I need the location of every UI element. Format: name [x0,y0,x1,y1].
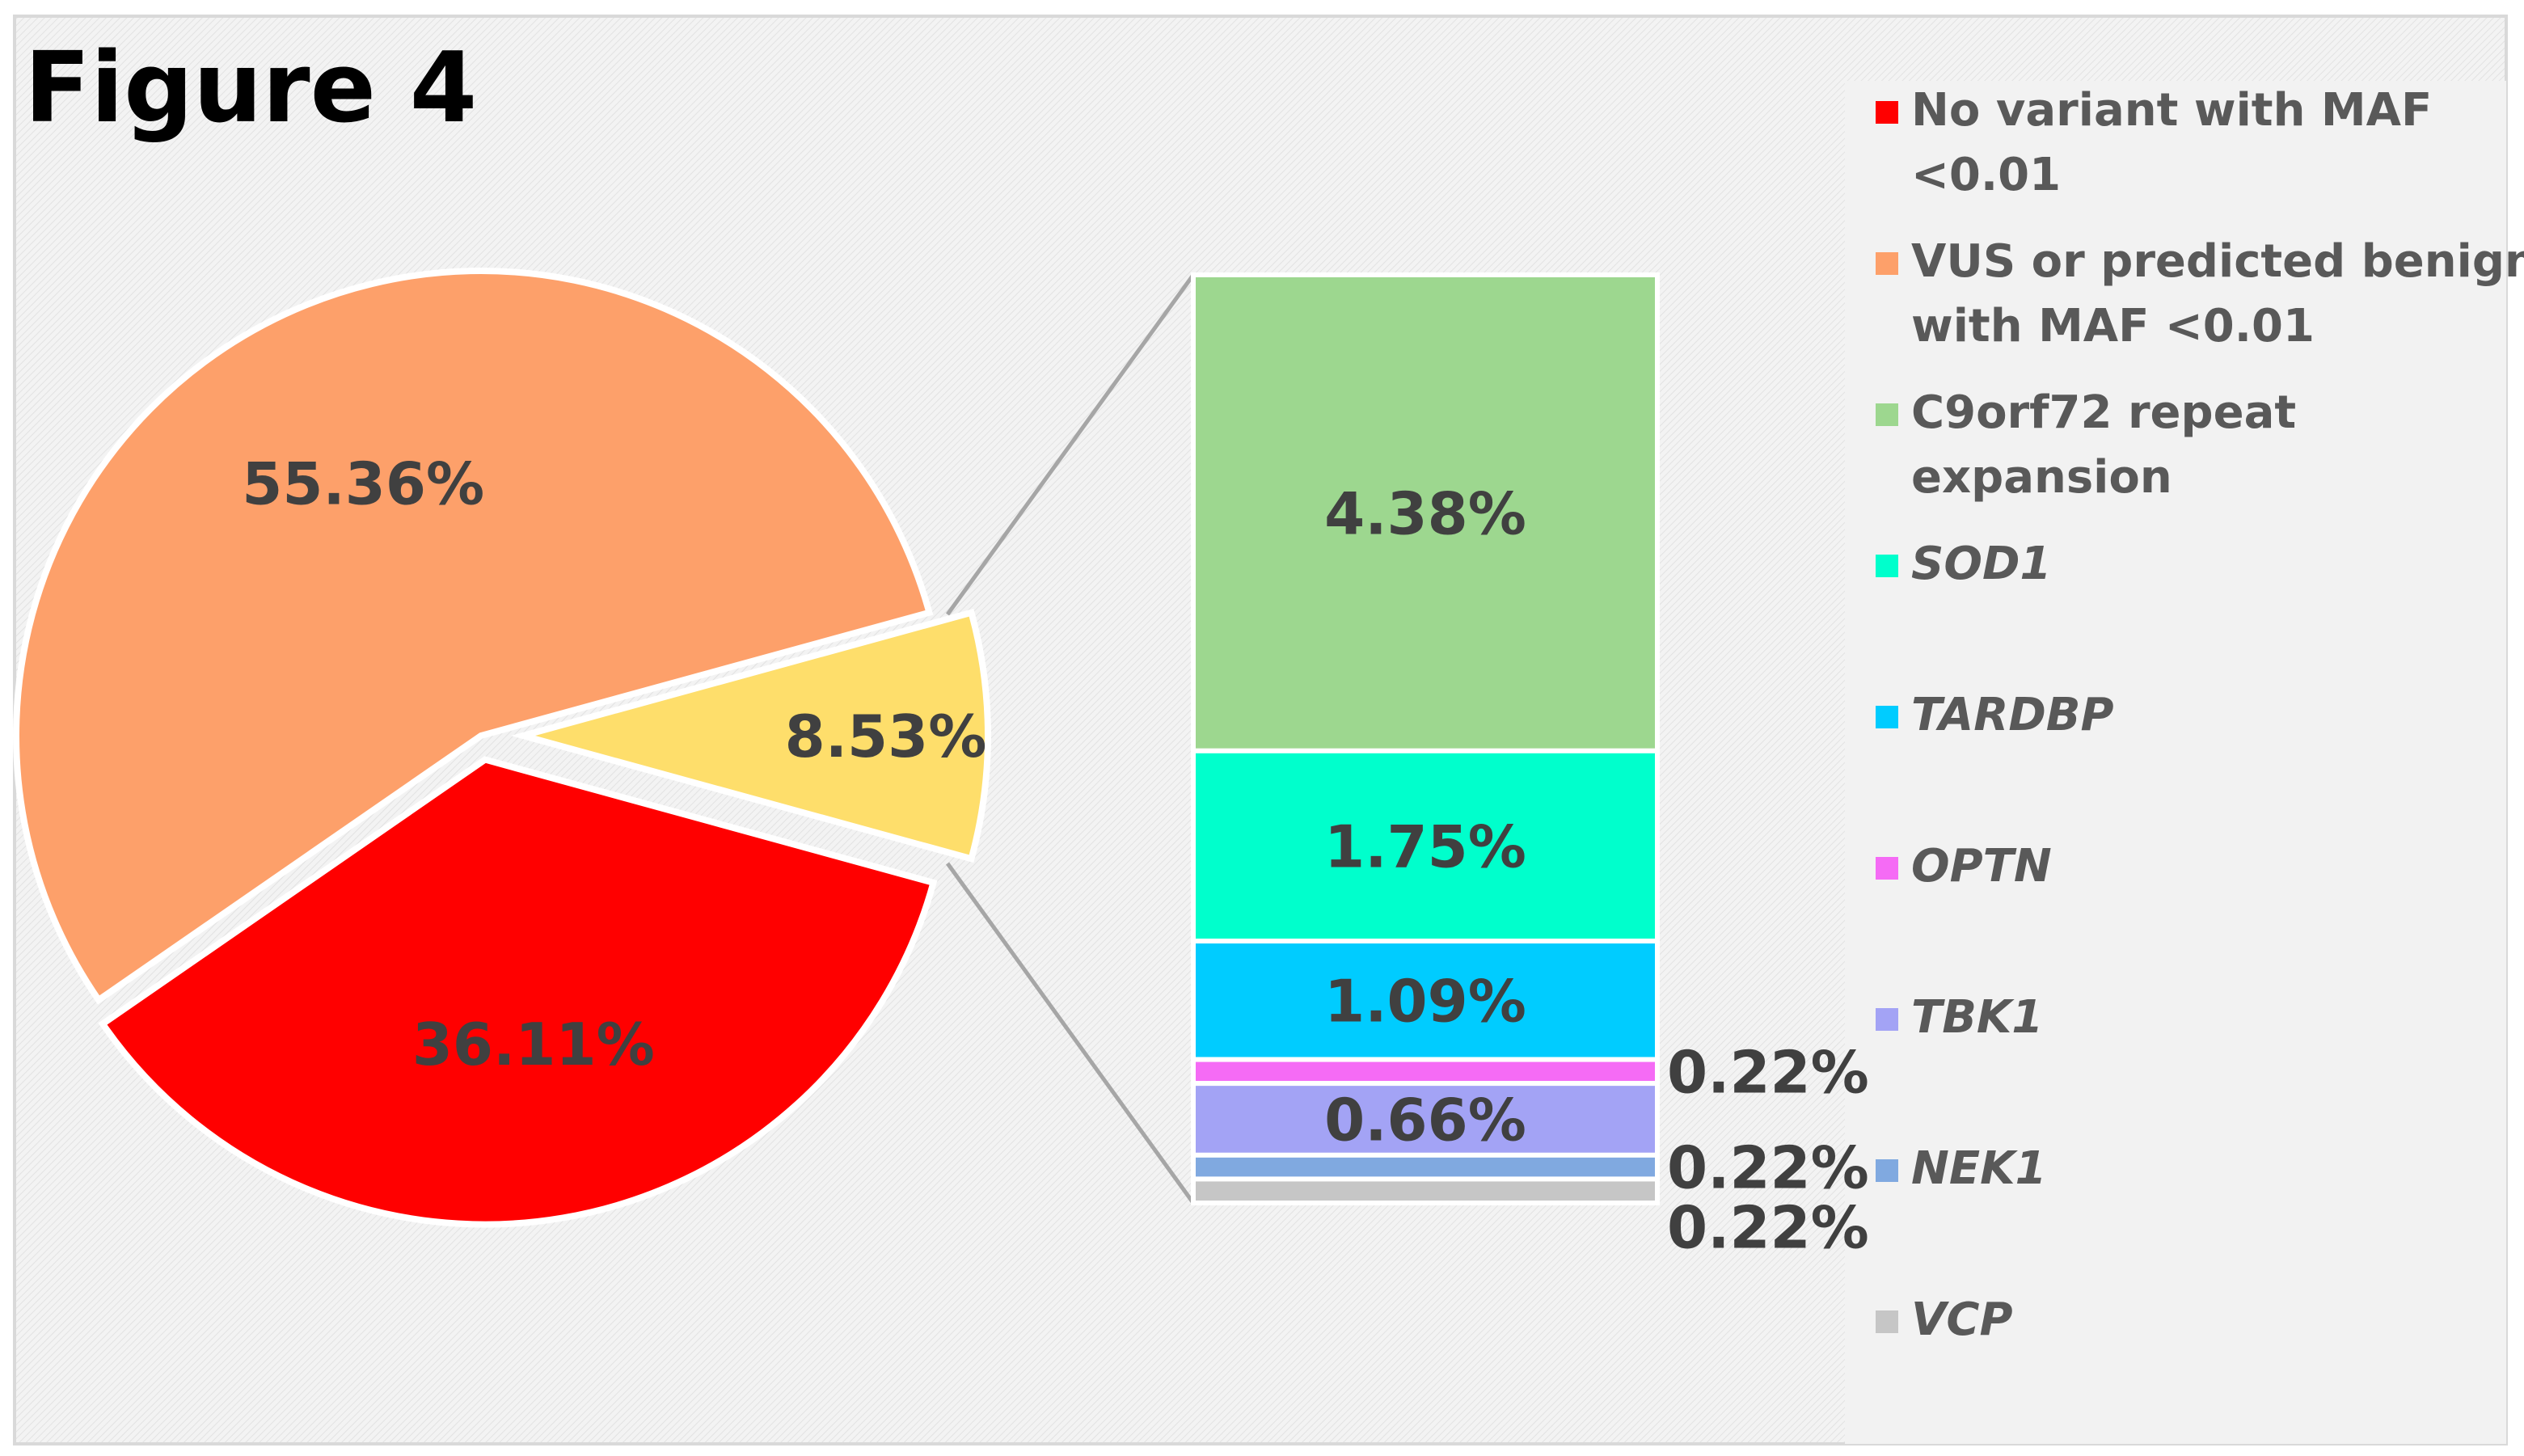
bar-label-c9orf72: 4.38% [1324,479,1526,547]
bar-segment-optn [1191,1057,1660,1087]
bar-label-optn: 0.22% [1667,1038,1869,1106]
legend-label-no_variant: <0.01 [1911,149,2061,201]
legend-label-no_variant: No variant with MAF [1911,84,2432,137]
pie-label-vus: 55.36% [242,449,484,517]
legend-label-tbk1: TBK1 [1911,991,2043,1044]
connector-line-top [945,273,1196,616]
legend-label-nek1: NEK1 [1911,1142,2046,1195]
pie-label-no_variant: 36.11% [412,1011,655,1078]
bar-label-sod1: 1.75% [1324,812,1526,880]
legend-label-vcp: VCP [1911,1294,2012,1346]
bar-segment-tbk1 [1191,1081,1660,1158]
legend-swatch-tardbp [1876,706,1898,728]
pie-label-other: 8.53% [785,703,987,770]
legend-label-vus: with MAF <0.01 [1911,300,2315,352]
pie-slice-no_variant [98,756,938,1228]
legend-swatch-nek1 [1876,1159,1898,1182]
legend-label-optn: OPTN [1911,840,2052,893]
legend-swatch-vus [1876,252,1898,275]
figure-title: Figure 4 [24,32,477,145]
bar-label-vcp: 0.22% [1667,1194,1869,1262]
bar-label-tbk1: 0.66% [1324,1086,1526,1154]
legend-panel [1845,81,2506,1444]
bar-segment-vcp [1191,1176,1660,1206]
legend-swatch-sod1 [1876,555,1898,577]
bar-label-tardbp: 1.09% [1324,967,1526,1035]
pie-slice-vus [13,268,934,1005]
bar-segment-tardbp [1191,939,1660,1062]
bar-segment-nek1 [1191,1152,1660,1182]
legend-label-tardbp: TARDBP [1911,689,2114,741]
legend-label-vus: VUS or predicted benign [1911,235,2524,288]
legend-label-c9orf72: C9orf72 repeat [1911,386,2296,439]
bar-label-nek1: 0.22% [1667,1134,1869,1202]
connector-line-bottom [945,862,1196,1205]
pie-slice-other [510,608,992,863]
legend-label-sod1: SOD1 [1911,538,2051,590]
legend-swatch-optn [1876,857,1898,880]
legend-swatch-vcp [1876,1310,1898,1333]
legend-label-c9orf72: expansion [1911,451,2172,504]
legend-swatch-no_variant [1876,101,1898,124]
pie-chart: 36.11% 55.36% 8.53% [13,268,992,1228]
legend-swatch-c9orf72 [1876,403,1898,426]
bar-segment-c9orf72 [1191,272,1660,753]
legend: No variant with MAF <0.01 VUS or predicted… [1876,84,2524,1346]
legend-swatch-tbk1 [1876,1008,1898,1031]
stacked-bar: 4.38%1.75%1.09%0.22%0.66%0.22%0.22% [1191,272,1869,1262]
